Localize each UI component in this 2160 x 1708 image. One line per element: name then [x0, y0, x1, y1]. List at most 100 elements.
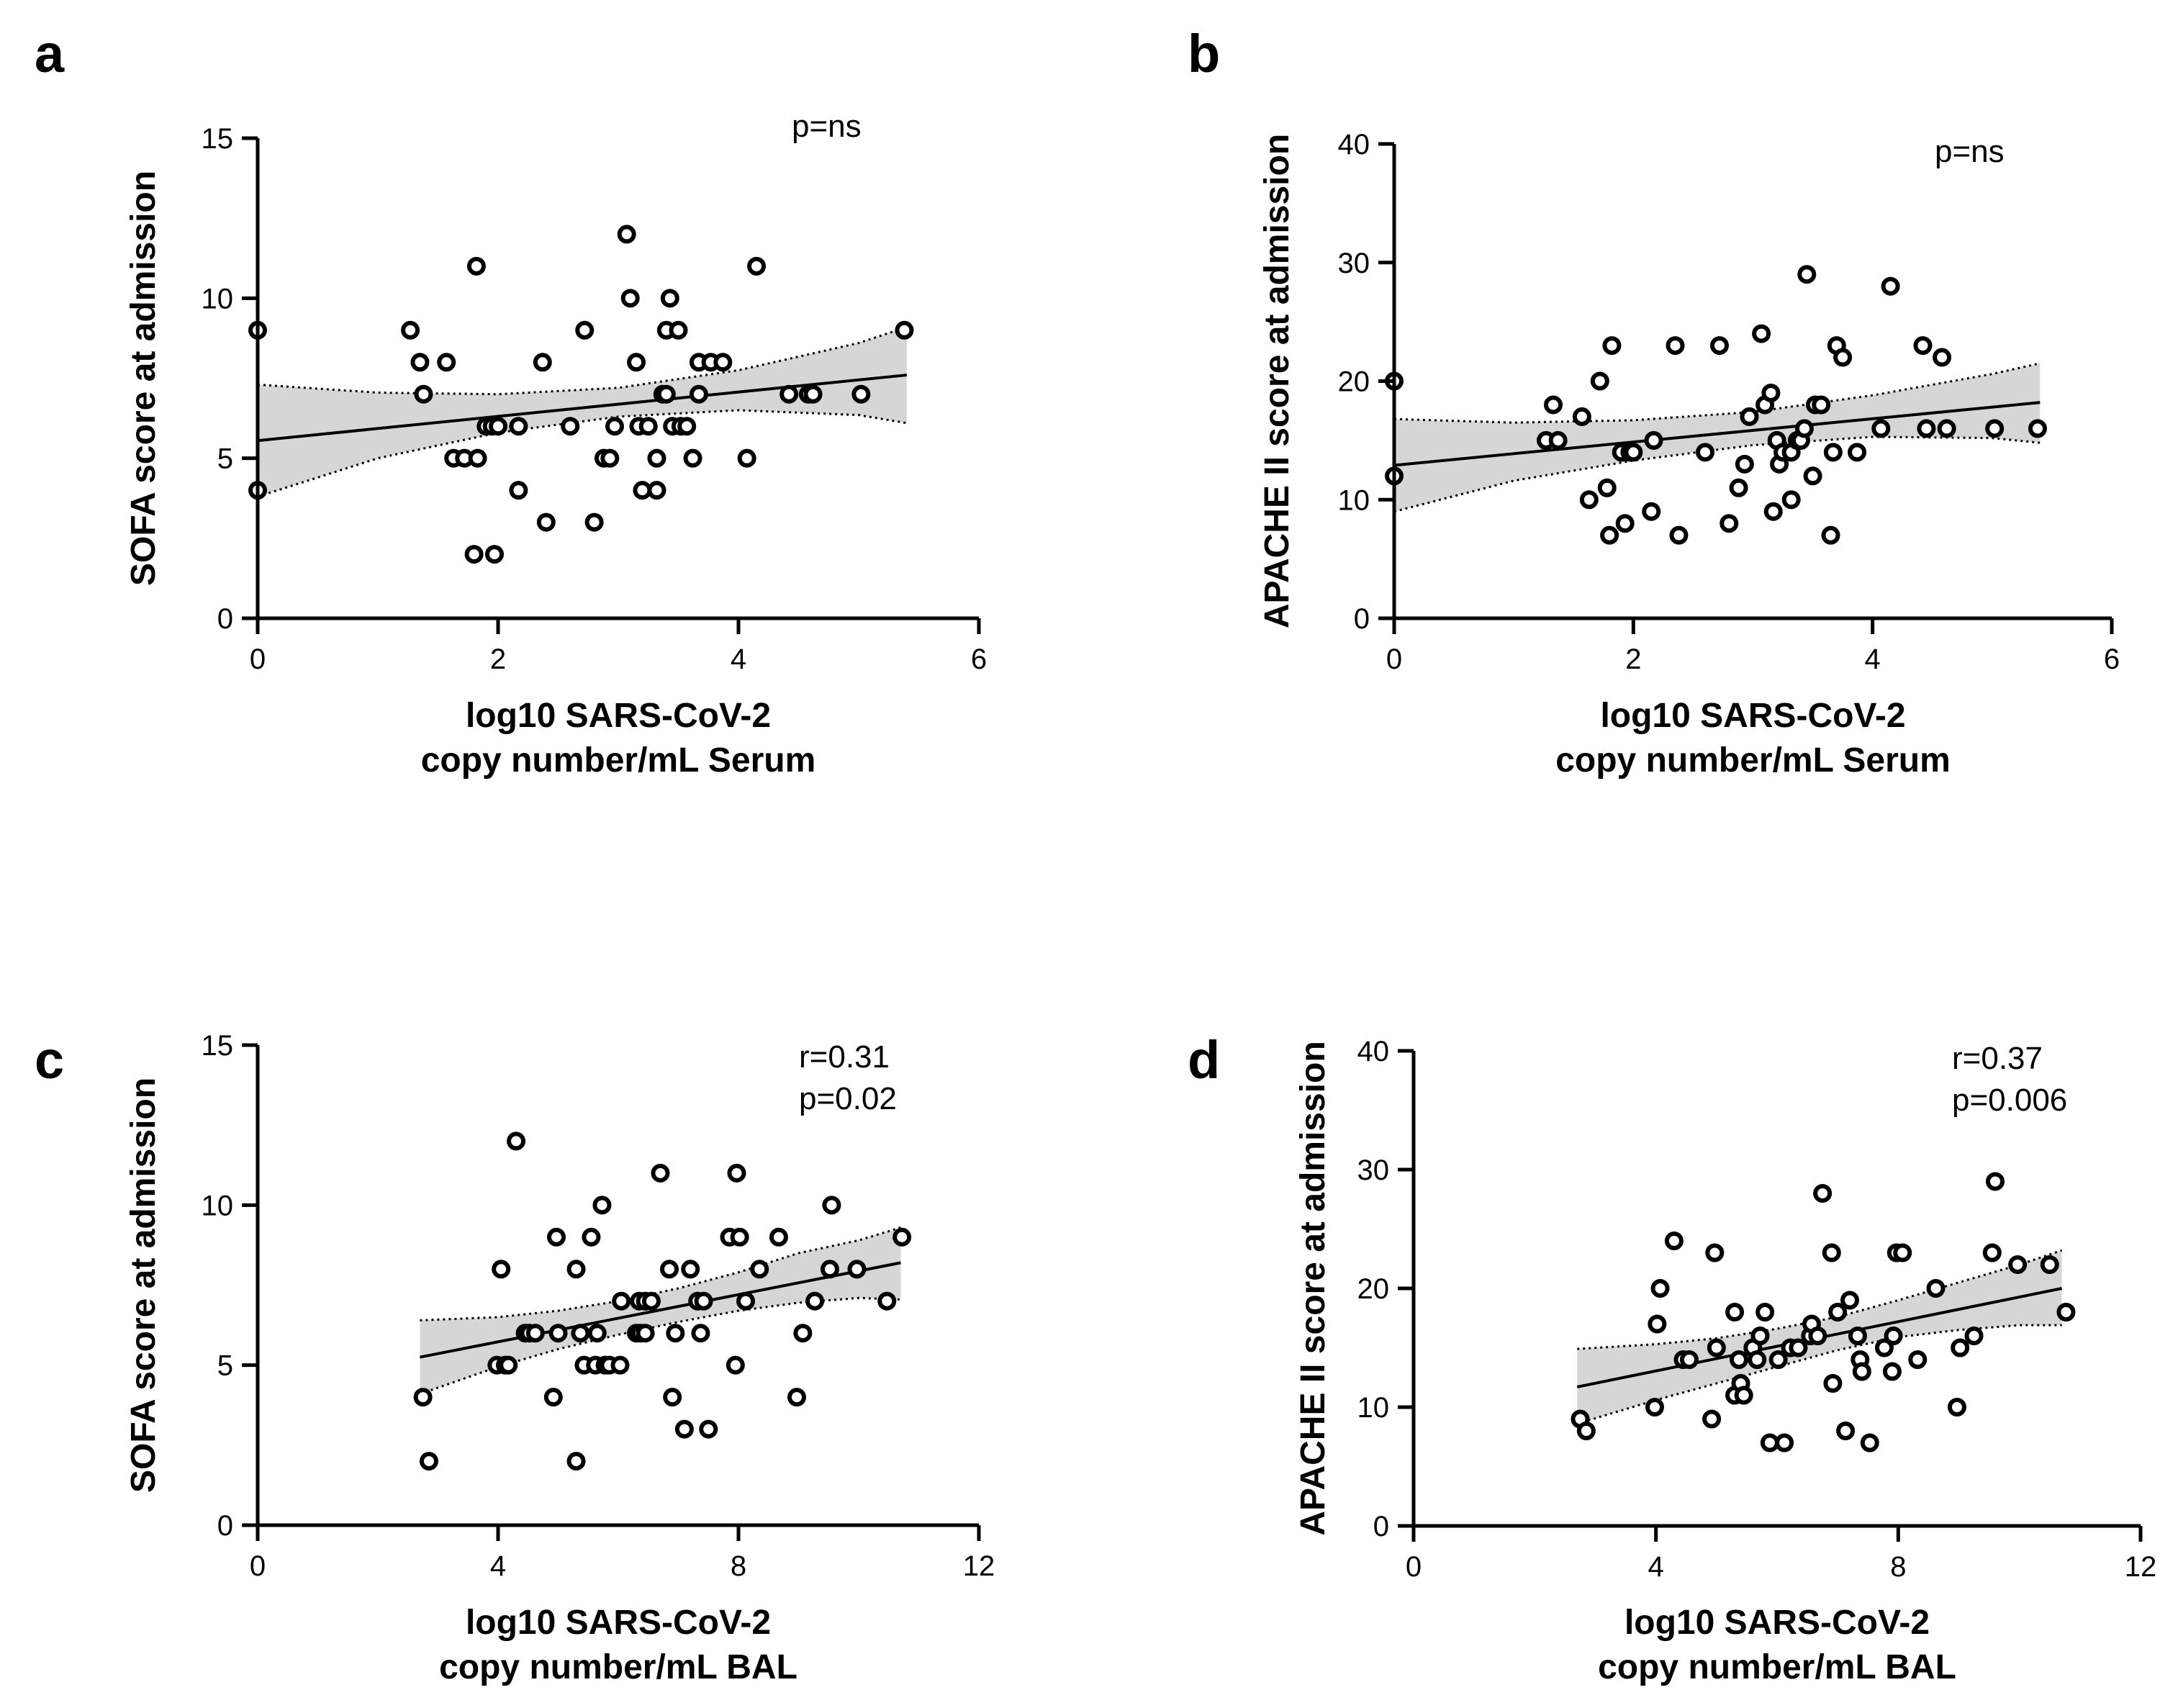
data-point — [1848, 443, 1867, 462]
data-point — [1644, 430, 1663, 450]
data-point — [575, 320, 595, 340]
data-point — [1768, 1350, 1788, 1369]
data-point — [413, 1388, 433, 1407]
data-point — [1544, 395, 1563, 415]
y-tick-label: 5 — [217, 443, 233, 475]
data-point — [1951, 1338, 1970, 1357]
stat-annotation: r=0.31 — [799, 1039, 890, 1075]
data-point — [1664, 1232, 1684, 1250]
data-point — [647, 448, 666, 468]
data-point — [1725, 1303, 1745, 1321]
panel-letter: d — [1188, 1030, 1220, 1090]
data-point — [1597, 478, 1617, 497]
x-axis-title-line: copy number/mL BAL — [1598, 1648, 1956, 1686]
data-point — [605, 417, 624, 436]
data-point — [1871, 419, 1891, 438]
data-point — [466, 256, 486, 276]
data-point — [1642, 502, 1661, 521]
data-point — [633, 481, 652, 500]
data-point — [509, 417, 528, 436]
data-point — [726, 1355, 745, 1375]
data-point — [566, 1260, 586, 1279]
data-point — [660, 289, 679, 308]
ci-lower-line — [257, 409, 908, 498]
x-tick-label: 0 — [250, 643, 266, 675]
x-axis-title-line: copy number/mL BAL — [439, 1648, 797, 1686]
data-point — [1572, 407, 1591, 426]
data-point — [769, 1227, 788, 1247]
x-axis-title-line: copy number/mL Serum — [1555, 741, 1951, 780]
data-point — [484, 545, 504, 564]
data-point — [1761, 383, 1781, 402]
data-point — [659, 1260, 679, 1279]
data-point — [851, 384, 871, 404]
data-point — [805, 1291, 825, 1311]
data-point — [548, 1324, 568, 1343]
data-point — [699, 1419, 718, 1439]
data-point — [663, 1388, 682, 1407]
data-point — [636, 1324, 655, 1343]
data-point — [713, 353, 733, 372]
x-tick-label: 4 — [490, 1550, 506, 1582]
y-tick-label: 10 — [202, 1190, 234, 1221]
data-point — [1874, 1338, 1894, 1357]
data-point — [1808, 1327, 1827, 1345]
y-tick-label: 0 — [217, 1510, 233, 1542]
panel-letter: c — [35, 1030, 64, 1090]
data-point — [730, 1227, 749, 1247]
data-point — [401, 320, 420, 340]
y-tick-label: 40 — [1357, 1036, 1390, 1067]
y-tick-label: 20 — [1357, 1273, 1390, 1305]
data-point — [1797, 265, 1817, 284]
data-point — [1926, 1279, 1946, 1298]
data-point — [1729, 478, 1748, 497]
data-point — [1755, 1303, 1775, 1321]
data-point — [582, 1227, 601, 1247]
data-point — [1705, 1243, 1725, 1262]
x-axis-title-line: log10 SARS-CoV-2 — [466, 697, 771, 735]
y-axis-title: SOFA score at admission — [125, 1077, 163, 1493]
data-point — [681, 1260, 700, 1279]
data-point — [525, 1324, 545, 1343]
panel-a: 0 5 10 15 0 2 4 6 SOFA score at admission log10 S… — [35, 24, 987, 780]
data-point — [414, 384, 433, 404]
data-point — [612, 1291, 631, 1311]
data-point — [727, 1163, 746, 1183]
data-point — [1833, 348, 1853, 367]
data-point — [1740, 407, 1759, 426]
data-point — [617, 225, 636, 244]
data-point — [1823, 1374, 1843, 1393]
y-tick-label: 20 — [1338, 366, 1370, 398]
data-point — [437, 353, 456, 372]
data-point — [1602, 336, 1622, 356]
y-tick-label: 40 — [1338, 129, 1370, 161]
data-point — [747, 256, 767, 276]
data-point — [1600, 525, 1619, 545]
data-point — [736, 1291, 756, 1311]
data-point — [1812, 395, 1831, 415]
data-point — [410, 353, 430, 372]
data-point — [1937, 419, 1956, 438]
data-point — [592, 1196, 612, 1215]
regression-line — [257, 374, 908, 443]
panel-c: 0 5 10 15 0 4 8 12 SOFA score at admission log10 … — [35, 1030, 995, 1686]
x-tick-label: 2 — [490, 643, 506, 675]
data-point — [1884, 1327, 1903, 1345]
data-point — [1852, 1362, 1871, 1381]
data-point — [893, 1227, 912, 1247]
stat-annotation: p=ns — [792, 109, 862, 144]
data-point — [1579, 490, 1599, 510]
data-point — [2028, 419, 2047, 438]
y-tick-label: 15 — [202, 1030, 234, 1062]
data-point — [499, 1355, 518, 1375]
y-tick-label: 10 — [202, 283, 234, 315]
stat-annotation: r=0.37 — [1952, 1041, 2043, 1076]
data-point — [1679, 1350, 1699, 1369]
y-tick-label: 30 — [1338, 248, 1370, 279]
data-point — [1836, 1422, 1856, 1440]
data-point — [820, 1260, 839, 1279]
data-point — [1760, 1433, 1779, 1452]
data-point — [584, 512, 604, 532]
y-tick-label: 0 — [1373, 1511, 1389, 1542]
x-axis-title-line: log10 SARS-CoV-2 — [1624, 1604, 1930, 1642]
